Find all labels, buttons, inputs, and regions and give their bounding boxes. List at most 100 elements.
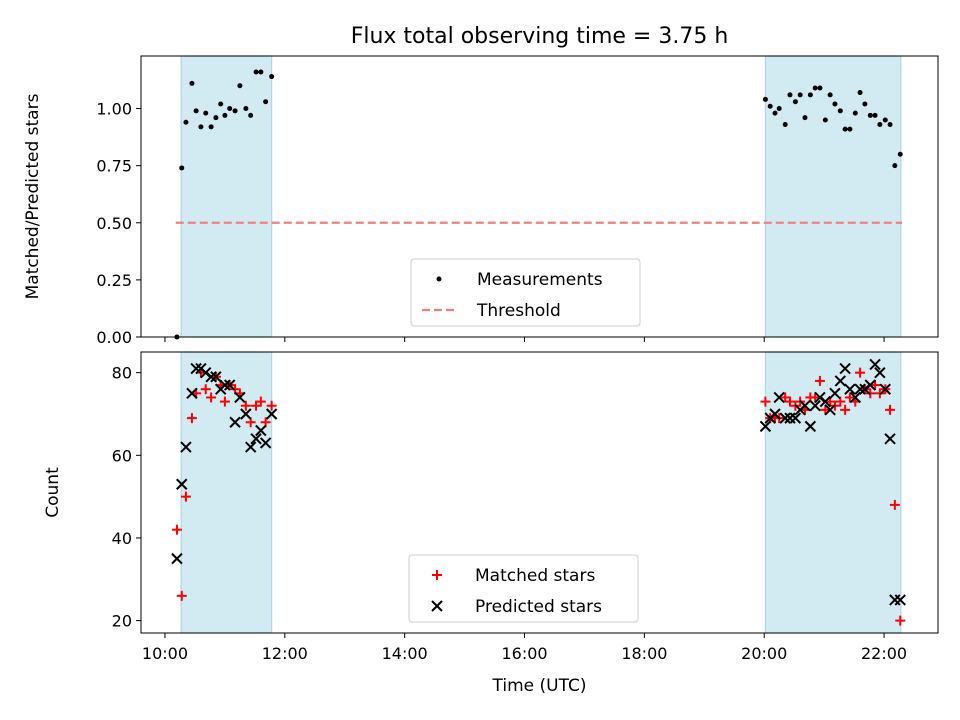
- x-tick-label: 18:00: [621, 644, 667, 663]
- x-stroke-2: [773, 391, 785, 404]
- x-stroke-2: [229, 416, 241, 428]
- predicted-star-point: [839, 362, 851, 375]
- predicted-star-point: [176, 478, 188, 490]
- predicted-star-point: [864, 379, 876, 391]
- legend-label: Predicted stars: [475, 597, 602, 617]
- x-stroke-2: [849, 391, 862, 404]
- predicted-star-point: [844, 383, 856, 395]
- matched-star-point: [219, 396, 230, 407]
- measurement-point: [218, 101, 224, 107]
- x-stroke-2: [223, 379, 236, 391]
- x-tick-label: 20:00: [741, 644, 787, 663]
- x-stroke-2: [190, 362, 202, 375]
- x-tick-label: 10:00: [142, 644, 188, 663]
- predicted-star-point: [223, 379, 236, 391]
- predicted-star-point: [259, 437, 272, 449]
- predicted-star-point: [799, 400, 811, 412]
- measurement-point: [776, 106, 782, 112]
- measurement-point: [248, 112, 254, 118]
- observing-window-2: [764, 351, 902, 634]
- measurement-point: [243, 106, 249, 112]
- matched-star-point: [889, 499, 900, 510]
- legend-box: [410, 258, 641, 327]
- measurement-point: [872, 112, 878, 118]
- bottom-plot-frame: [140, 351, 939, 634]
- y-tick-label: 40: [112, 529, 132, 548]
- x-stroke-2: [824, 404, 836, 416]
- x-stroke-2: [829, 387, 841, 400]
- matched-star-point: [186, 413, 197, 424]
- x-stroke-2: [244, 441, 257, 453]
- measurement-point: [269, 74, 275, 80]
- series-predicted-stars: [171, 358, 906, 606]
- predicted-star-point: [884, 433, 896, 445]
- predicted-star-point: [779, 412, 791, 424]
- x-stroke-2: [879, 383, 891, 395]
- predicted-star-point: [171, 552, 183, 565]
- legend-label: Measurements: [477, 270, 603, 290]
- x-stroke-2: [809, 400, 821, 412]
- measurement-point: [762, 96, 768, 102]
- matched-star-point: [885, 404, 896, 415]
- legend-label: Threshold: [476, 301, 561, 321]
- x-stroke-2: [844, 383, 856, 395]
- x-stroke-2: [234, 391, 246, 404]
- predicted-star-point: [879, 383, 891, 395]
- matched-star-point: [844, 392, 855, 403]
- measurement-point: [263, 99, 269, 105]
- measurement-point: [767, 103, 773, 109]
- measurement-point: [857, 90, 863, 96]
- measurements-series: [174, 69, 903, 340]
- matched-star-point: [895, 615, 906, 626]
- x-stroke-2: [804, 420, 817, 433]
- matched-star-point: [820, 404, 831, 415]
- measurement-point: [227, 106, 233, 112]
- x-stroke-2: [180, 441, 192, 453]
- measurement-point: [787, 92, 793, 98]
- predicted-star-point: [874, 366, 886, 379]
- predicted-star-point: [244, 441, 257, 453]
- measurement-point: [897, 151, 903, 157]
- legend-dot-icon: [436, 276, 442, 282]
- counts-series: [171, 358, 906, 626]
- predicted-star-point: [229, 416, 241, 428]
- measurement-point: [892, 163, 898, 169]
- matched-star-point: [266, 400, 277, 411]
- measurement-point: [877, 122, 883, 128]
- matched-star-point: [840, 404, 851, 415]
- predicted-star-point: [265, 408, 278, 420]
- predicted-star-point: [894, 594, 906, 606]
- x-stroke-2: [259, 437, 272, 449]
- x-stroke-2: [799, 400, 811, 412]
- series-measurements: [174, 69, 903, 340]
- x-axis-label: Time (UTC): [492, 676, 587, 696]
- measurement-point: [208, 124, 214, 130]
- x-stroke-2: [874, 366, 886, 379]
- measurement-point: [817, 85, 823, 91]
- x-stroke-2: [789, 412, 802, 424]
- x-stroke-2: [759, 420, 772, 433]
- matched-star-point: [870, 380, 881, 391]
- predicted-star-point: [219, 379, 231, 391]
- top-y-axis-label: Matched/Predicted stars: [23, 93, 43, 299]
- measurement-point: [189, 80, 195, 86]
- x-tick-label: 16:00: [501, 644, 547, 663]
- matched-star-point: [180, 491, 191, 502]
- predicted-star-point: [824, 404, 836, 416]
- measurement-point: [797, 92, 803, 98]
- top-panel: 0.00 0.25 0.50 0.75 1.00 Flux total observin…: [23, 24, 939, 347]
- x-tick-label: 14:00: [382, 644, 428, 663]
- matched-star-point: [784, 396, 795, 407]
- legend-x-icon: [431, 600, 443, 612]
- x-stroke-2: [176, 478, 188, 490]
- matched-star-point: [176, 590, 187, 601]
- predicted-star-point: [234, 391, 246, 404]
- bottom-panel: 20 40 60 80 10:00 12:00 14:00 16:00 18:00 20:00 2…: [43, 351, 939, 696]
- predicted-star-point: [849, 391, 862, 404]
- legend-box: [408, 554, 639, 623]
- x-stroke-2: [779, 412, 791, 424]
- top-x-ticks: [164, 337, 885, 342]
- observing-window-1: [180, 55, 273, 338]
- x-stroke-2: [869, 358, 881, 371]
- y-tick-label: 0.00: [96, 328, 132, 347]
